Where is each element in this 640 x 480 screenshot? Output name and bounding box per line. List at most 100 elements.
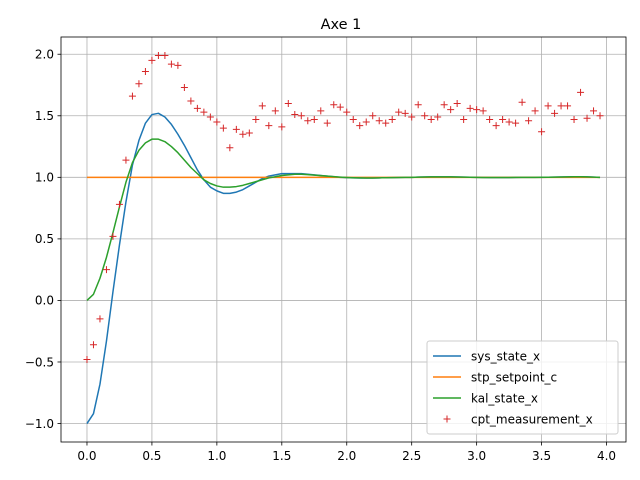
- data-point: [115, 200, 123, 208]
- data-point: [395, 108, 403, 116]
- x-tick-label: 2.5: [402, 449, 421, 463]
- data-point: [161, 51, 169, 59]
- data-point: [590, 107, 598, 115]
- data-point: [362, 118, 370, 126]
- x-tick-label: 0.5: [142, 449, 161, 463]
- data-point: [219, 124, 227, 132]
- data-point: [375, 117, 383, 125]
- data-point: [336, 103, 344, 111]
- data-point: [213, 118, 221, 126]
- y-tick-label: 2.0: [35, 48, 54, 62]
- data-point: [473, 106, 481, 114]
- data-point: [408, 113, 416, 121]
- x-tick-label: 4.0: [597, 449, 616, 463]
- series-markers-cpt-measurement-x: [83, 51, 604, 364]
- data-point: [512, 119, 520, 127]
- axis-ticks: 0.0 0.5 1.0 1.5 2.0 2.5 3.0 3.5 4.0 −1.0 −0.5 0.0 0.…: [25, 48, 616, 463]
- data-point: [577, 88, 585, 96]
- y-tick-label: 0.5: [35, 232, 54, 246]
- data-point: [570, 115, 578, 123]
- data-point: [447, 106, 455, 114]
- y-tick-label: 1.0: [35, 171, 54, 185]
- data-point: [83, 356, 91, 364]
- legend-label-sys-state-x: sys_state_x: [471, 349, 540, 363]
- data-point: [544, 102, 552, 110]
- data-point: [193, 104, 201, 112]
- data-point: [486, 115, 494, 123]
- data-point: [434, 113, 442, 121]
- data-point: [304, 117, 312, 125]
- data-point: [278, 123, 286, 131]
- x-tick-label: 1.0: [207, 449, 226, 463]
- data-point: [265, 122, 273, 130]
- chart-title: Axe 1: [321, 17, 362, 33]
- legend: sys_state_x stp_setpoint_c kal_state_x cpt_…: [426, 340, 619, 435]
- data-point: [414, 101, 422, 109]
- data-point: [369, 112, 377, 120]
- data-point: [174, 61, 182, 69]
- y-tick-label: −1.0: [25, 417, 54, 431]
- data-point: [252, 115, 260, 123]
- data-point: [310, 115, 318, 123]
- data-point: [317, 107, 325, 115]
- data-point: [453, 99, 461, 107]
- x-tick-label: 3.5: [532, 449, 551, 463]
- series-group: [83, 51, 604, 424]
- data-point: [525, 117, 533, 125]
- data-point: [102, 266, 110, 274]
- data-point: [226, 144, 234, 152]
- series-line-kal-state-x: [86, 138, 601, 301]
- data-point: [440, 101, 448, 109]
- y-tick-label: 1.5: [35, 109, 54, 123]
- data-point: [596, 112, 604, 120]
- data-point: [128, 92, 136, 100]
- data-point: [330, 101, 338, 109]
- data-point: [518, 98, 526, 106]
- data-point: [271, 107, 279, 115]
- data-point: [122, 156, 130, 164]
- data-point: [284, 99, 292, 107]
- legend-label-cpt-measurement-x: cpt_measurement_x: [471, 412, 593, 426]
- data-point: [135, 80, 143, 88]
- data-point: [148, 56, 156, 64]
- data-point: [466, 104, 474, 112]
- data-point: [89, 341, 97, 349]
- data-point: [323, 119, 331, 127]
- legend-box: [426, 340, 619, 435]
- data-point: [460, 115, 468, 123]
- data-point: [109, 232, 117, 240]
- data-point: [551, 109, 559, 117]
- legend-swatch-cpt-measurement-x: [443, 415, 451, 423]
- legend-label-stp-setpoint-c: stp_setpoint_c: [471, 370, 557, 384]
- x-tick-label: 3.0: [467, 449, 486, 463]
- plot-frame: [60, 36, 627, 443]
- x-tick-label: 0.0: [77, 449, 96, 463]
- data-point: [557, 102, 565, 110]
- data-point: [505, 118, 513, 126]
- data-point: [232, 125, 240, 133]
- data-point: [427, 115, 435, 123]
- data-point: [531, 107, 539, 115]
- data-point: [200, 108, 208, 116]
- data-point: [382, 119, 390, 127]
- data-point: [343, 108, 351, 116]
- y-tick-label: 0.0: [35, 294, 54, 308]
- x-tick-label: 2.0: [337, 449, 356, 463]
- data-point: [297, 112, 305, 120]
- data-point: [349, 115, 357, 123]
- data-point: [538, 128, 546, 136]
- x-tick-label: 1.5: [272, 449, 291, 463]
- data-point: [388, 115, 396, 123]
- data-point: [421, 112, 429, 120]
- data-point: [245, 129, 253, 137]
- data-point: [499, 115, 507, 123]
- data-point: [356, 122, 364, 130]
- y-tick-label: −0.5: [25, 355, 54, 369]
- data-point: [479, 107, 487, 115]
- data-point: [291, 111, 299, 119]
- data-point: [154, 51, 162, 59]
- data-point: [141, 67, 149, 75]
- data-point: [583, 114, 591, 122]
- data-point: [239, 130, 247, 138]
